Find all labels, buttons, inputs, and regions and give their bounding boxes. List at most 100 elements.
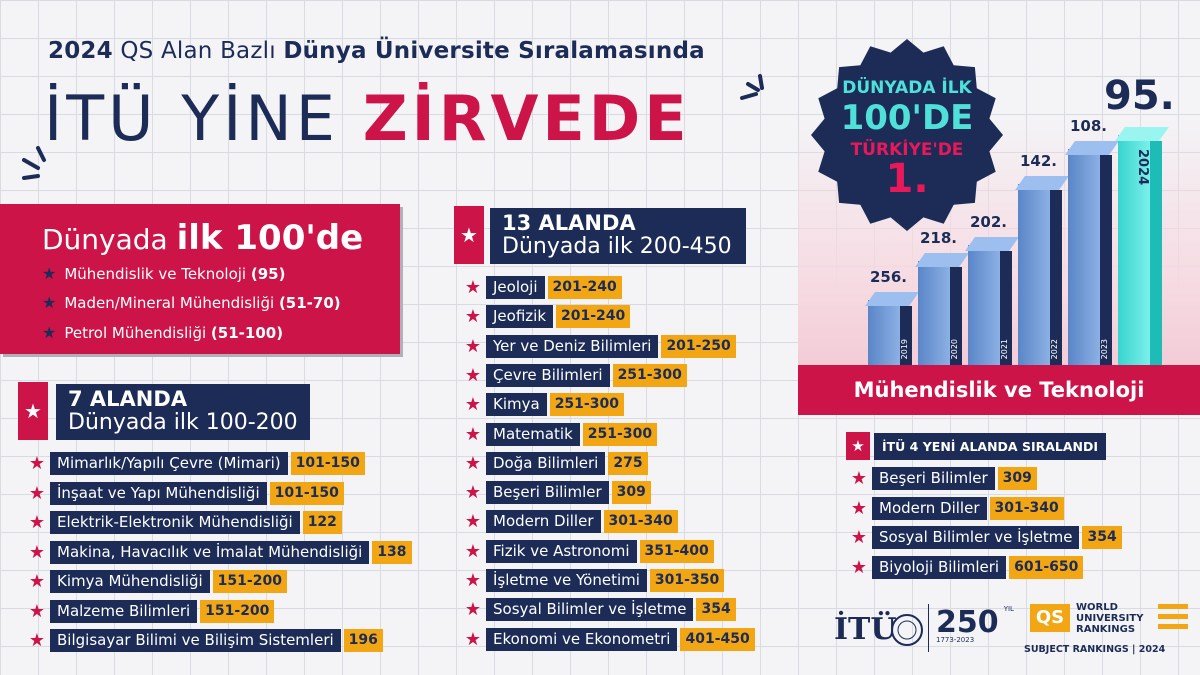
group13-row: ★ Yer ve Deniz Bilimleri 201-250 — [460, 334, 736, 358]
star-icon: ★ — [464, 540, 482, 562]
star-icon: ★ — [454, 206, 484, 264]
group13-header: ★ 13 ALANDA Dünyada ilk 200-450 — [454, 206, 746, 264]
star-icon: ★ — [464, 482, 482, 504]
new4-row: ★ Modern Diller 301-340 — [846, 496, 1064, 520]
top100-title: Dünyada ilk 100'de — [42, 218, 364, 258]
star-icon: ★ — [464, 511, 482, 533]
spark-left-icon — [22, 146, 46, 180]
star-icon: ★ — [18, 382, 48, 440]
group7-row: ★ İnşaat ve Yapı Mühendisliği 101-150 — [24, 481, 344, 505]
new4-row: ★ Beşeri Bilimler 309 — [846, 467, 1037, 490]
rank-badge: 151-200 — [212, 570, 287, 593]
group13-row: ★ Modern Diller 301-340 — [460, 510, 678, 534]
rank-badge: 275 — [608, 451, 648, 475]
group7-header: ★ 7 ALANDA Dünyada ilk 100-200 — [18, 382, 310, 440]
rank-badge: 401-450 — [680, 627, 755, 651]
field-name: Modern Diller — [486, 510, 601, 534]
rank-badge: 201-240 — [547, 276, 622, 299]
group13-row: ★ Jeoloji 201-240 — [460, 276, 622, 299]
star-icon: ★ — [464, 364, 482, 386]
chart-year-label: 2019 — [900, 338, 909, 359]
chart-year-label: 2021 — [1000, 338, 1009, 359]
group7-row: ★ Elektrik-Elektronik Mühendisliği 122 — [24, 511, 342, 534]
ranking-badge: DÜNYADA İLK 100'DE TÜRKİYE'DE 1. — [808, 36, 1006, 234]
rank-badge: 251-300 — [549, 393, 624, 417]
star-icon: ★ — [464, 306, 482, 328]
field-name: Sosyal Bilimler ve İşletme — [872, 526, 1080, 549]
rank-badge: 354 — [1082, 526, 1122, 549]
chart-year-label: 2022 — [1050, 338, 1059, 359]
group13-row: ★ Çevre Bilimleri 251-300 — [460, 363, 687, 387]
field-name: Kimya Mühendisliği — [50, 570, 210, 593]
field-name: Elektrik-Elektronik Mühendisliği — [50, 511, 300, 534]
rank-badge: 251-300 — [582, 422, 658, 446]
headline-top: 2024 QS Alan Bazlı Dünya Üniversite Sıra… — [48, 38, 705, 64]
star-icon: ★ — [846, 432, 870, 460]
star-icon: ★ — [464, 394, 482, 416]
spark-right-icon — [740, 74, 764, 100]
group7-row: ★ Mimarlık/Yapılı Çevre (Mimari) 101-150 — [24, 452, 365, 475]
headline-main: İTÜ YİNE ZİRVEDE — [44, 82, 691, 155]
new4-row: ★ Biyoloji Bilimleri 601-650 — [846, 555, 1084, 579]
star-icon: ★ — [28, 512, 46, 533]
logo-divider — [928, 604, 929, 652]
chart-value-label: 108. — [1070, 116, 1108, 135]
star-icon: ★ — [850, 468, 868, 489]
field-name: Beşeri Bilimler — [486, 481, 609, 505]
field-name: Çevre Bilimleri — [486, 363, 610, 387]
chart-bar-2022: 2022 — [1015, 175, 1069, 365]
chart-bar-2020: 2020 — [915, 253, 969, 365]
field-name: Doğa Bilimleri — [486, 451, 606, 475]
star-icon: ★ — [28, 453, 46, 474]
field-name: Bilgisayar Bilimi ve Bilişim Sistemleri — [50, 629, 341, 652]
chart-value-label: 142. — [1020, 151, 1058, 170]
group13-row: ★ Fizik ve Astronomi 351-400 — [460, 539, 714, 563]
group7-row: ★ Makina, Havacılık ve İmalat Mühendisliğ… — [24, 540, 412, 564]
chart-title: Mühendislik ve Teknoloji — [798, 365, 1200, 415]
top100-panel: Dünyada ilk 100'de ★ Mühendislik ve Tekno… — [0, 204, 400, 354]
star-icon: ★ — [464, 335, 482, 357]
anniversary-logo: 250 YIL 1773-2023 — [936, 605, 1014, 644]
top100-item: ★ Petrol Mühendisliği (51-100) — [42, 323, 284, 342]
chart-year-label: 2024 — [1135, 149, 1150, 186]
rank-badge: 101-150 — [269, 481, 344, 505]
chart-bar-2024: 2024 — [1115, 127, 1169, 365]
field-name: Makina, Havacılık ve İmalat Mühendisliği — [50, 540, 370, 564]
rank-badge: 301-340 — [603, 510, 678, 534]
field-name: Fizik ve Astronomi — [486, 539, 637, 563]
rank-badge: 301-350 — [649, 569, 725, 592]
field-name: Jeoloji — [486, 276, 545, 299]
chart-year-label: 2020 — [950, 338, 959, 359]
star-icon: ★ — [28, 571, 46, 592]
star-icon: ★ — [42, 264, 57, 283]
chart-value-label: 256. — [870, 268, 908, 287]
rank-badge: 122 — [302, 511, 342, 534]
star-icon: ★ — [850, 497, 868, 519]
group13-row: ★ Ekonomi ve Ekonometri 401-450 — [460, 627, 755, 651]
group7-row: ★ Kimya Mühendisliği 151-200 — [24, 570, 287, 593]
chart-value-label: 218. — [920, 229, 958, 248]
top100-item: ★ Mühendislik ve Teknoloji (95) — [42, 264, 286, 283]
rank-badge: 309 — [611, 481, 651, 505]
field-name: Biyoloji Bilimleri — [872, 555, 1007, 579]
group13-row: ★ Jeofizik 201-240 — [460, 305, 631, 329]
star-icon: ★ — [28, 630, 46, 651]
field-name: İşletme ve Yönetimi — [486, 569, 647, 592]
rank-badge: 351-400 — [639, 539, 714, 563]
field-name: İnşaat ve Yapı Mühendisliği — [50, 481, 267, 505]
group7-row: ★ Malzeme Bilimleri 151-200 — [24, 599, 275, 623]
chart-bars: 2019 256. 2020 218. 2021 202. 2022 142. 2023 108.… — [852, 73, 1175, 365]
field-name: Ekonomi ve Ekonometri — [486, 627, 678, 651]
itu-seal-icon — [891, 614, 923, 646]
rank-badge: 196 — [343, 629, 383, 652]
group13-row: ★ Matematik 251-300 — [460, 422, 658, 446]
rank-badge: 301-340 — [989, 496, 1064, 520]
star-icon: ★ — [464, 452, 482, 474]
star-icon: ★ — [42, 323, 57, 342]
chart-value-label: 202. — [970, 213, 1008, 232]
star-icon: ★ — [28, 482, 46, 504]
star-icon: ★ — [42, 293, 57, 312]
chart-bar-2019: 2019 — [865, 292, 919, 365]
star-icon: ★ — [850, 527, 868, 548]
star-icon: ★ — [464, 628, 482, 650]
